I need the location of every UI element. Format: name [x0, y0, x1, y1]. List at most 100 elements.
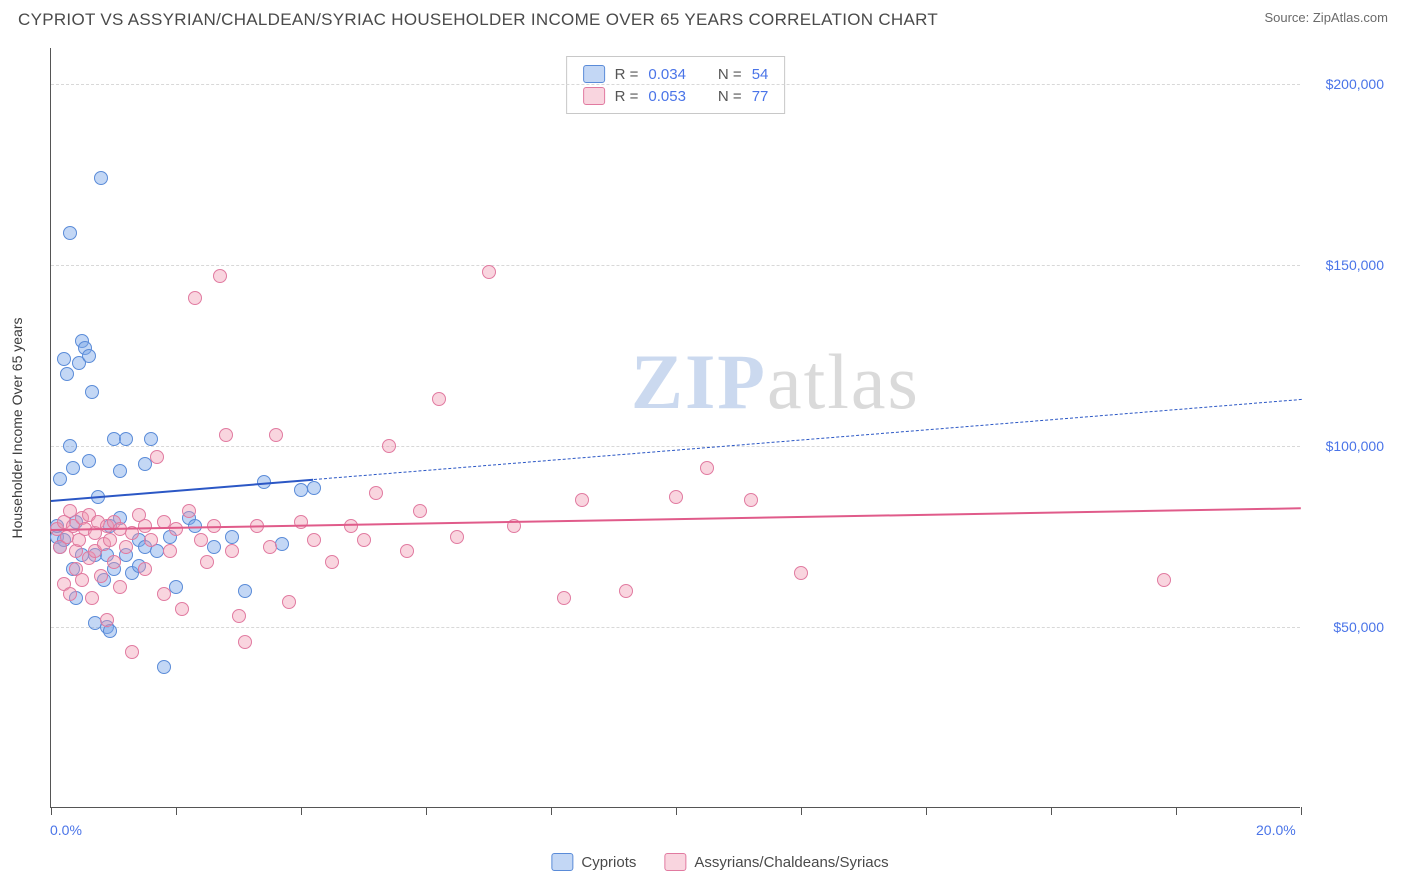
scatter-point-cypriots — [53, 472, 67, 486]
trend-line-extrapolated — [313, 399, 1301, 480]
y-tick-label: $150,000 — [1304, 257, 1384, 273]
scatter-point-assyrians — [225, 544, 239, 558]
scatter-point-assyrians — [107, 555, 121, 569]
correlation-row-cypriots: R = 0.034N = 54 — [583, 63, 769, 85]
plot-wrap: Householder Income Over 65 years ZIPatla… — [50, 48, 1390, 833]
scatter-point-assyrians — [269, 428, 283, 442]
scatter-point-assyrians — [163, 544, 177, 558]
series-legend: Cypriots Assyrians/Chaldeans/Syriacs — [551, 853, 888, 871]
scatter-point-assyrians — [194, 533, 208, 547]
scatter-point-cypriots — [138, 457, 152, 471]
scatter-point-assyrians — [432, 392, 446, 406]
scatter-point-assyrians — [294, 515, 308, 529]
scatter-point-cypriots — [66, 461, 80, 475]
x-tick — [676, 807, 677, 815]
scatter-point-assyrians — [150, 450, 164, 464]
r-label: R = — [615, 66, 639, 83]
plot-area: Householder Income Over 65 years ZIPatla… — [50, 48, 1300, 808]
x-tick — [1176, 807, 1177, 815]
scatter-point-assyrians — [94, 569, 108, 583]
scatter-point-assyrians — [144, 533, 158, 547]
legend-swatch — [551, 853, 573, 871]
scatter-point-assyrians — [157, 587, 171, 601]
scatter-point-assyrians — [263, 540, 277, 554]
scatter-point-assyrians — [325, 555, 339, 569]
chart-title: CYPRIOT VS ASSYRIAN/CHALDEAN/SYRIAC HOUS… — [18, 10, 938, 30]
scatter-point-assyrians — [307, 533, 321, 547]
scatter-point-cypriots — [57, 352, 71, 366]
correlation-row-assyrians: R = 0.053 N = 77 — [583, 85, 769, 107]
r-label: R = — [615, 88, 639, 105]
n-value: 77 — [752, 88, 769, 105]
header-bar: CYPRIOT VS ASSYRIAN/CHALDEAN/SYRIAC HOUS… — [0, 0, 1406, 36]
x-tick — [301, 807, 302, 815]
watermark: ZIPatlas — [631, 337, 920, 427]
scatter-point-cypriots — [82, 454, 96, 468]
x-tick — [426, 807, 427, 815]
scatter-point-assyrians — [413, 504, 427, 518]
scatter-point-assyrians — [400, 544, 414, 558]
watermark-zip: ZIP — [631, 338, 767, 425]
scatter-point-assyrians — [450, 530, 464, 544]
y-tick-label: $100,000 — [1304, 438, 1384, 454]
scatter-point-assyrians — [357, 533, 371, 547]
scatter-point-assyrians — [557, 591, 571, 605]
scatter-point-assyrians — [125, 645, 139, 659]
scatter-point-cypriots — [207, 540, 221, 554]
scatter-point-cypriots — [238, 584, 252, 598]
scatter-point-assyrians — [619, 584, 633, 598]
scatter-point-assyrians — [282, 595, 296, 609]
scatter-point-cypriots — [275, 537, 289, 551]
scatter-point-assyrians — [182, 504, 196, 518]
legend-label: Cypriots — [581, 854, 636, 871]
legend-swatch — [664, 853, 686, 871]
scatter-point-cypriots — [225, 530, 239, 544]
scatter-point-assyrians — [188, 291, 202, 305]
x-tick — [51, 807, 52, 815]
scatter-point-assyrians — [213, 269, 227, 283]
scatter-point-assyrians — [138, 519, 152, 533]
n-label: N = — [718, 88, 742, 105]
scatter-point-cypriots — [144, 432, 158, 446]
scatter-point-assyrians — [119, 540, 133, 554]
source-name: ZipAtlas.com — [1313, 10, 1388, 25]
gridline-h — [51, 265, 1300, 266]
scatter-point-assyrians — [744, 493, 758, 507]
scatter-point-assyrians — [369, 486, 383, 500]
legend-item-cypriots: Cypriots — [551, 853, 636, 871]
scatter-point-cypriots — [60, 367, 74, 381]
gridline-h — [51, 627, 1300, 628]
scatter-point-cypriots — [113, 464, 127, 478]
scatter-point-cypriots — [85, 385, 99, 399]
y-tick-label: $50,000 — [1304, 619, 1384, 635]
legend-item-assyrians: Assyrians/Chaldeans/Syriacs — [664, 853, 888, 871]
scatter-point-assyrians — [85, 591, 99, 605]
scatter-point-assyrians — [669, 490, 683, 504]
scatter-point-cypriots — [157, 660, 171, 674]
x-axis-start-label: 0.0% — [50, 822, 82, 838]
x-axis-end-label: 20.0% — [1256, 822, 1296, 838]
gridline-h — [51, 84, 1300, 85]
scatter-point-assyrians — [1157, 573, 1171, 587]
source-prefix: Source: — [1264, 10, 1312, 25]
r-value: 0.053 — [648, 88, 686, 105]
r-value: 0.034 — [648, 66, 686, 83]
scatter-point-cypriots — [63, 439, 77, 453]
scatter-point-assyrians — [382, 439, 396, 453]
y-tick-label: $200,000 — [1304, 76, 1384, 92]
scatter-point-assyrians — [100, 613, 114, 627]
source-label: Source: ZipAtlas.com — [1264, 10, 1388, 25]
scatter-point-cypriots — [119, 432, 133, 446]
scatter-point-assyrians — [482, 265, 496, 279]
scatter-point-assyrians — [219, 428, 233, 442]
scatter-point-assyrians — [75, 573, 89, 587]
watermark-atlas: atlas — [767, 338, 920, 425]
scatter-point-assyrians — [700, 461, 714, 475]
n-value: 54 — [752, 66, 769, 83]
y-axis-title: Householder Income Over 65 years — [9, 317, 25, 538]
scatter-point-assyrians — [169, 522, 183, 536]
scatter-point-assyrians — [138, 562, 152, 576]
scatter-point-assyrians — [175, 602, 189, 616]
x-tick — [1051, 807, 1052, 815]
gridline-h — [51, 446, 1300, 447]
